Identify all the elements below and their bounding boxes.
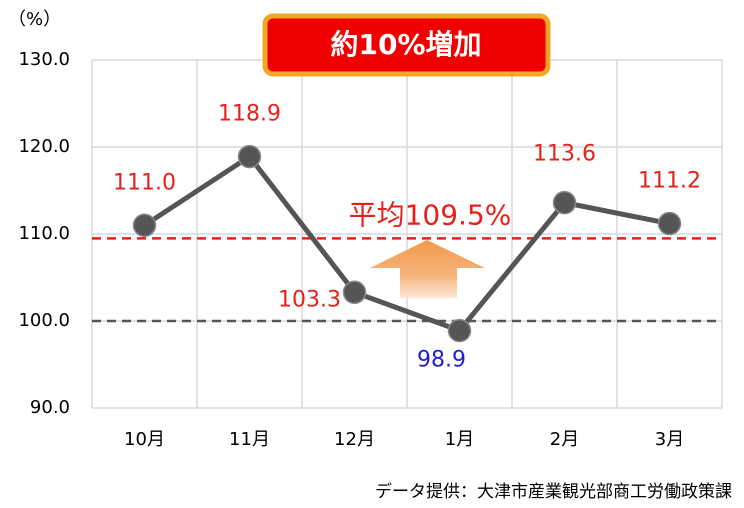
value-label: 103.3 (278, 287, 341, 312)
unit-label: （%） (8, 9, 61, 30)
value-label: 111.2 (638, 169, 701, 194)
value-label: 98.9 (417, 348, 466, 373)
y-tick-label: 130.0 (18, 49, 70, 70)
value-label: 118.9 (218, 102, 281, 127)
x-tick-label: 3月 (655, 429, 684, 450)
reference-label: 平均109.5% (349, 198, 512, 231)
y-tick-label: 110.0 (18, 223, 70, 244)
marks: 111.0 118.9 103.3 98.9 113.6 111.2 (113, 102, 701, 373)
x-tick-label: 10月 (124, 429, 165, 450)
point (447, 318, 472, 343)
value-label: 113.6 (533, 142, 596, 167)
x-tick-label: 11月 (229, 429, 270, 450)
source: データ提供：大津市産業観光部商工労働政策課 (375, 481, 732, 502)
y-tick-label: 120.0 (18, 136, 70, 157)
annotation-text: 約10%増加 (330, 28, 481, 61)
point (132, 213, 157, 238)
x-tick-label: 1月 (445, 429, 474, 450)
x-tick-label: 2月 (550, 429, 579, 450)
point (237, 144, 262, 169)
value-label: 111.0 (113, 170, 176, 195)
point (552, 190, 577, 215)
up-arrow (370, 240, 485, 298)
y-tick-label: 100.0 (18, 310, 70, 331)
grid: 90.0 100.0 110.0 120.0 130.0 10月 11月 12月 1月 2月 3月 平… (18, 49, 723, 450)
series-line (143, 153, 670, 334)
x-tick-label: 12月 (334, 429, 375, 450)
point (657, 211, 682, 236)
y-tick-label: 90.0 (30, 397, 70, 418)
annotation-box (262, 13, 551, 77)
point (342, 280, 367, 305)
